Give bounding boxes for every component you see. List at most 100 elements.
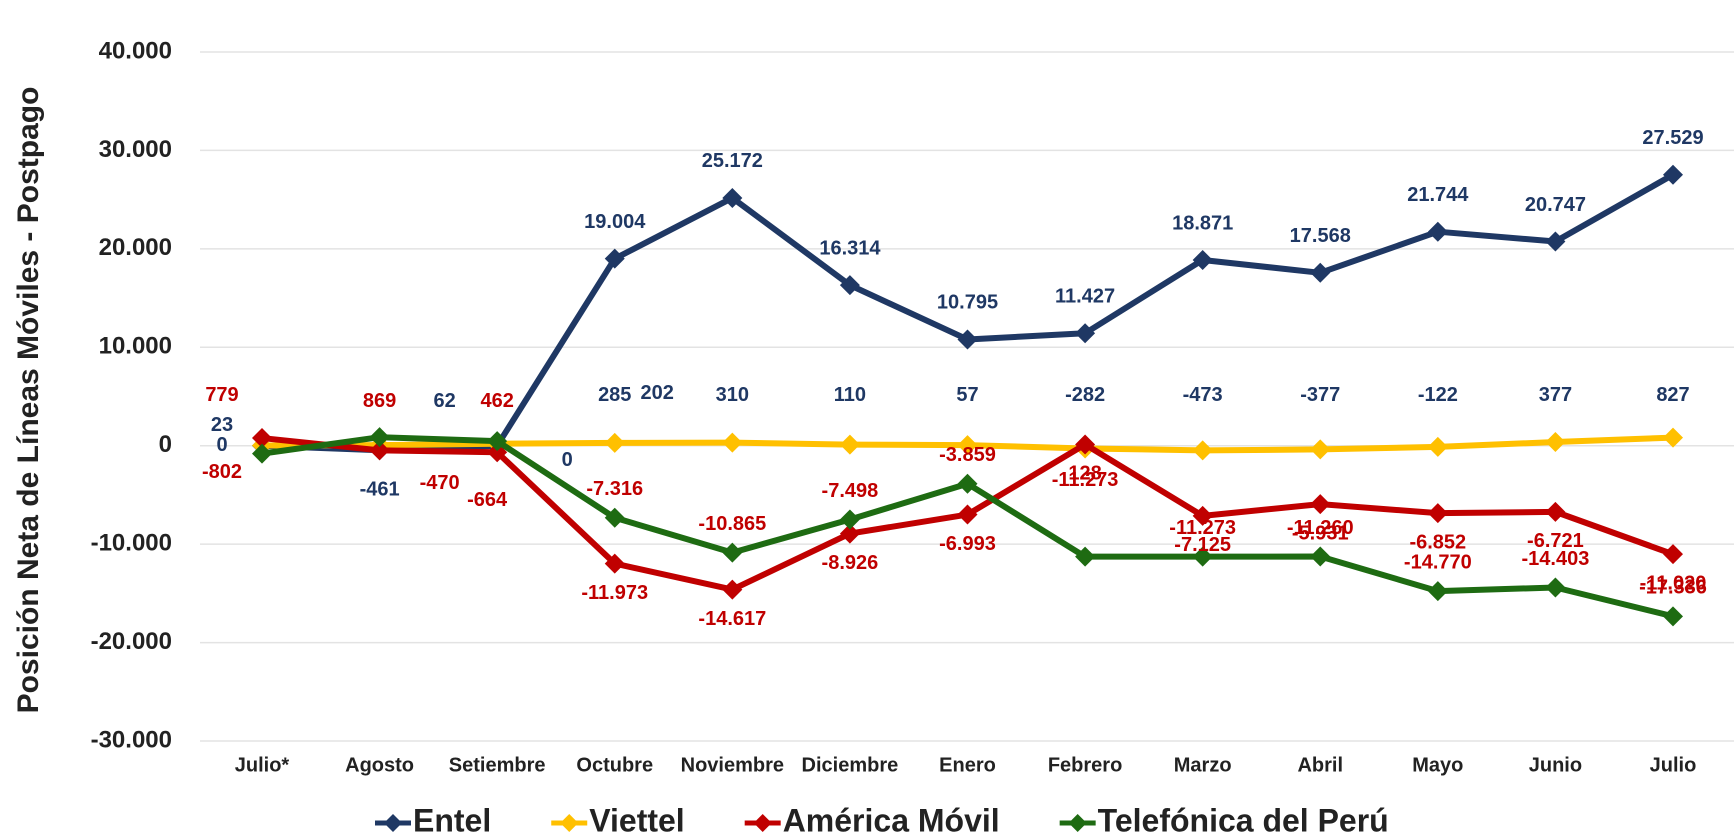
data-point [722, 542, 743, 563]
legend-label: Telefónica del Perú [1098, 802, 1389, 837]
data-point [1545, 231, 1566, 252]
data-point [1427, 503, 1448, 524]
data-point [839, 434, 860, 455]
data-point [1663, 544, 1683, 565]
data-point [722, 579, 743, 600]
data-point [1663, 427, 1683, 448]
data-label: -8.926 [822, 552, 879, 574]
legend-label: Viettel [589, 802, 684, 837]
data-point [604, 432, 625, 453]
data-label: 10.795 [937, 292, 998, 314]
data-label: -470 [420, 472, 460, 494]
data-label: 0 [216, 434, 227, 456]
x-tick-label: Junio [1529, 754, 1582, 776]
data-point [1427, 221, 1448, 242]
data-label: 310 [716, 384, 749, 406]
x-tick-label: Agosto [345, 754, 414, 776]
data-point [1427, 581, 1448, 602]
data-label: -7.316 [586, 478, 643, 500]
data-label: 827 [1656, 384, 1689, 406]
data-label: 0 [562, 449, 573, 471]
x-tick-label: Abril [1297, 754, 1343, 776]
legend-marker [1068, 814, 1087, 832]
data-label: 27.529 [1642, 127, 1703, 149]
data-point [604, 507, 625, 528]
y-tick-label: 0 [159, 431, 172, 458]
data-point [1192, 505, 1213, 526]
data-label: -14.770 [1404, 551, 1472, 573]
legend-label: Entel [413, 802, 491, 837]
data-point [957, 435, 978, 456]
data-label: -5.931 [1292, 522, 1349, 544]
data-label: -377 [1300, 384, 1340, 406]
x-tick-label: Marzo [1174, 754, 1232, 776]
data-point [1545, 432, 1566, 453]
data-label: 57 [956, 384, 978, 406]
data-point [1545, 501, 1566, 522]
data-point [604, 553, 625, 574]
y-tick-label: 40.000 [99, 37, 172, 64]
data-label: -6.993 [939, 533, 996, 555]
x-tick-label: Octubre [576, 754, 653, 776]
data-point [1310, 262, 1331, 283]
data-label: 202 [640, 382, 673, 404]
data-label: -7.498 [822, 480, 879, 502]
data-label: -461 [360, 479, 400, 501]
data-point [957, 473, 978, 494]
data-label: 62 [433, 390, 455, 412]
data-label: 20.747 [1525, 194, 1586, 216]
data-point [1192, 440, 1213, 461]
data-label: -802 [202, 461, 242, 483]
x-tick-label: Noviembre [681, 754, 784, 776]
x-tick-label: Setiembre [449, 754, 546, 776]
data-point [1192, 249, 1213, 270]
data-point [487, 431, 508, 452]
data-label: 128 [1068, 463, 1101, 485]
data-label: -7.125 [1174, 534, 1231, 556]
x-tick-label: Julio* [235, 754, 290, 776]
data-label: -10.865 [698, 513, 766, 535]
legend-marker [560, 814, 579, 832]
y-tick-label: -20.000 [91, 628, 172, 655]
data-label: 19.004 [584, 211, 646, 233]
data-label: -122 [1418, 384, 1458, 406]
data-label: -17.336 [1639, 577, 1707, 599]
data-label: -14.403 [1521, 548, 1589, 570]
legend-marker [753, 814, 772, 832]
data-point [1075, 434, 1096, 455]
data-point [839, 509, 860, 530]
data-label: 869 [363, 390, 396, 412]
data-label: -664 [467, 489, 508, 511]
data-label: 25.172 [702, 150, 763, 172]
data-point [252, 443, 272, 464]
x-tick-label: Mayo [1412, 754, 1463, 776]
data-point [1663, 164, 1683, 185]
data-label: -6.852 [1409, 531, 1466, 553]
data-point [1310, 494, 1331, 515]
data-label: 16.314 [819, 237, 881, 259]
x-tick-label: Diciembre [802, 754, 899, 776]
y-tick-label: -10.000 [91, 529, 172, 556]
data-label: 18.871 [1172, 212, 1233, 234]
y-tick-label: 20.000 [99, 234, 172, 261]
data-label: 462 [480, 390, 513, 412]
data-point [369, 427, 390, 448]
data-label: 285 [598, 384, 631, 406]
data-label: -473 [1183, 384, 1223, 406]
legend-label: América Móvil [783, 802, 1000, 837]
data-point [1545, 577, 1566, 598]
data-point [252, 428, 272, 449]
x-tick-label: Febrero [1048, 754, 1122, 776]
data-point [604, 248, 625, 269]
y-tick-label: 10.000 [99, 333, 172, 360]
data-label: 17.568 [1290, 225, 1351, 247]
data-label: 21.744 [1407, 184, 1469, 206]
data-point [1310, 439, 1331, 460]
y-tick-label: -30.000 [91, 726, 172, 753]
data-point [1427, 436, 1448, 457]
data-point [839, 275, 860, 296]
y-axis-label: Posición Neta de Líneas Móviles - Postpa… [12, 87, 45, 714]
data-point [1075, 323, 1096, 344]
data-label: -11.020 [1640, 572, 1707, 594]
data-point [1663, 606, 1683, 627]
